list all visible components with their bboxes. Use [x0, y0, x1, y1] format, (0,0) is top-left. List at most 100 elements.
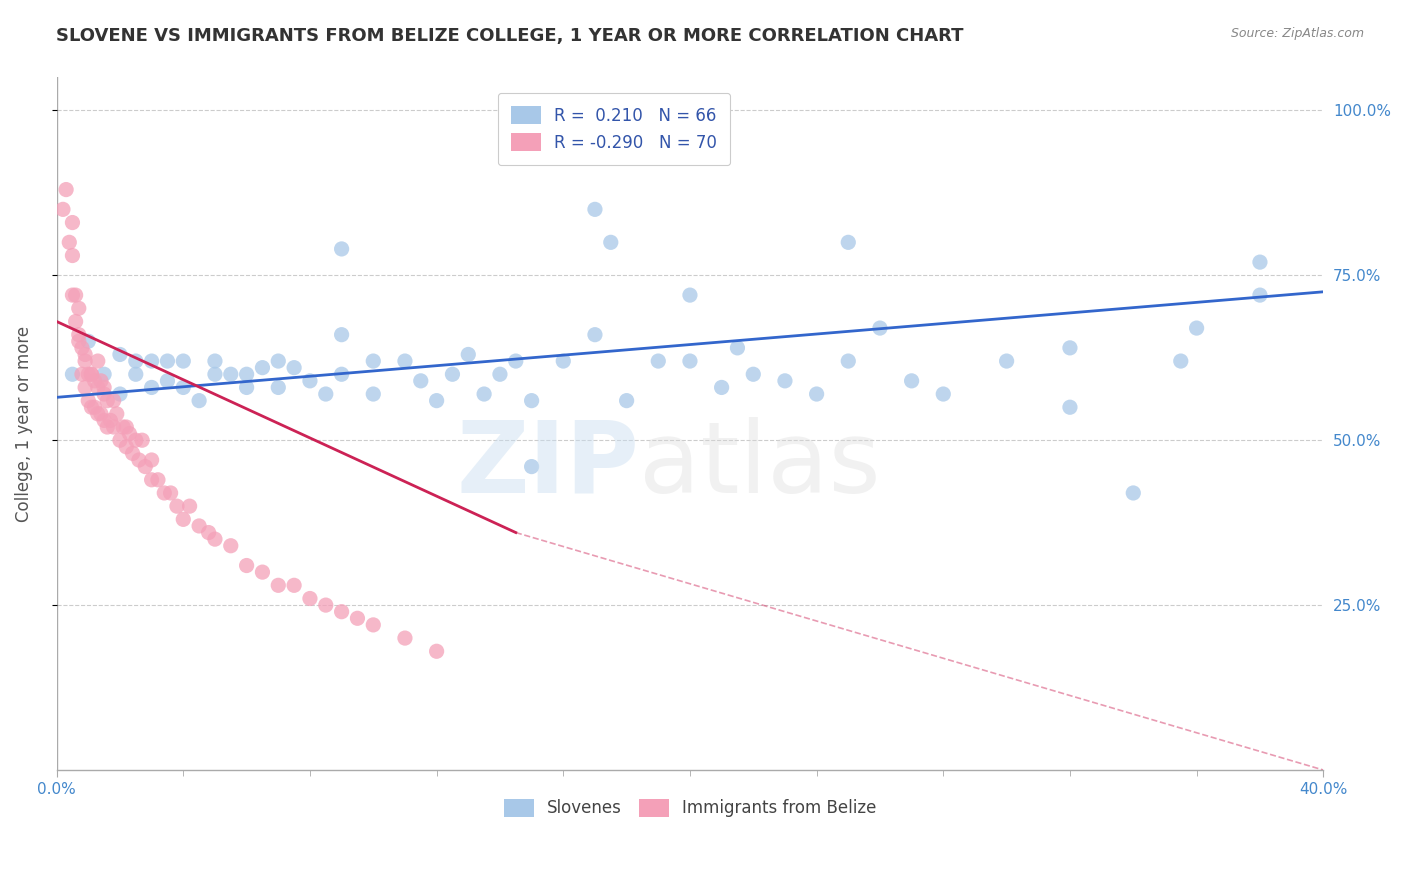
- Y-axis label: College, 1 year or more: College, 1 year or more: [15, 326, 32, 522]
- Point: [472, 387, 495, 401]
- Point: [103, 420, 125, 434]
- Point: [298, 374, 321, 388]
- Point: [361, 387, 384, 401]
- Point: [1059, 401, 1081, 415]
- Point: [647, 354, 669, 368]
- Point: [65, 314, 87, 328]
- Point: [267, 380, 290, 394]
- Point: [219, 539, 242, 553]
- Point: [128, 453, 150, 467]
- Point: [188, 519, 211, 533]
- Point: [93, 368, 115, 382]
- Point: [93, 387, 115, 401]
- Point: [710, 380, 733, 394]
- Point: [505, 354, 527, 368]
- Point: [1122, 486, 1144, 500]
- Point: [141, 453, 163, 467]
- Point: [219, 368, 242, 382]
- Point: [188, 393, 211, 408]
- Point: [108, 347, 131, 361]
- Point: [67, 301, 90, 316]
- Point: [283, 360, 305, 375]
- Point: [93, 413, 115, 427]
- Point: [70, 341, 93, 355]
- Point: [235, 558, 257, 573]
- Point: [125, 434, 148, 448]
- Point: [457, 347, 479, 361]
- Point: [330, 605, 353, 619]
- Point: [599, 235, 621, 250]
- Point: [118, 426, 141, 441]
- Point: [125, 368, 148, 382]
- Point: [131, 434, 153, 448]
- Point: [77, 368, 100, 382]
- Point: [67, 327, 90, 342]
- Point: [172, 512, 194, 526]
- Point: [426, 644, 449, 658]
- Point: [87, 380, 110, 394]
- Point: [62, 288, 84, 302]
- Point: [315, 387, 337, 401]
- Point: [141, 354, 163, 368]
- Point: [77, 393, 100, 408]
- Point: [520, 459, 543, 474]
- Point: [172, 354, 194, 368]
- Text: SLOVENE VS IMMIGRANTS FROM BELIZE COLLEGE, 1 YEAR OR MORE CORRELATION CHART: SLOVENE VS IMMIGRANTS FROM BELIZE COLLEG…: [56, 27, 963, 45]
- Point: [70, 368, 93, 382]
- Point: [806, 387, 828, 401]
- Point: [679, 354, 702, 368]
- Point: [426, 393, 449, 408]
- Point: [616, 393, 638, 408]
- Point: [679, 288, 702, 302]
- Point: [267, 578, 290, 592]
- Point: [62, 215, 84, 229]
- Point: [235, 380, 257, 394]
- Point: [197, 525, 219, 540]
- Point: [153, 486, 176, 500]
- Point: [773, 374, 796, 388]
- Point: [583, 327, 606, 342]
- Point: [87, 407, 110, 421]
- Point: [156, 374, 179, 388]
- Point: [995, 354, 1018, 368]
- Point: [837, 235, 859, 250]
- Point: [394, 631, 416, 645]
- Point: [932, 387, 955, 401]
- Point: [583, 202, 606, 217]
- Point: [108, 387, 131, 401]
- Point: [1059, 341, 1081, 355]
- Point: [121, 446, 143, 460]
- Point: [179, 499, 201, 513]
- Point: [141, 380, 163, 394]
- Point: [115, 440, 138, 454]
- Point: [346, 611, 368, 625]
- Point: [330, 368, 353, 382]
- Point: [62, 248, 84, 262]
- Point: [298, 591, 321, 606]
- Point: [361, 618, 384, 632]
- Text: Source: ZipAtlas.com: Source: ZipAtlas.com: [1230, 27, 1364, 40]
- Point: [141, 473, 163, 487]
- Point: [330, 242, 353, 256]
- Point: [900, 374, 922, 388]
- Point: [1249, 288, 1271, 302]
- Point: [80, 368, 103, 382]
- Point: [553, 354, 575, 368]
- Point: [108, 434, 131, 448]
- Point: [489, 368, 512, 382]
- Point: [80, 368, 103, 382]
- Point: [330, 327, 353, 342]
- Point: [409, 374, 432, 388]
- Point: [80, 401, 103, 415]
- Legend: Slovenes, Immigrants from Belize: Slovenes, Immigrants from Belize: [496, 792, 883, 824]
- Point: [62, 368, 84, 382]
- Point: [90, 374, 112, 388]
- Point: [1185, 321, 1208, 335]
- Text: ZIP: ZIP: [457, 417, 640, 514]
- Point: [67, 334, 90, 349]
- Point: [204, 368, 226, 382]
- Point: [315, 598, 337, 612]
- Point: [96, 393, 118, 408]
- Point: [1170, 354, 1192, 368]
- Point: [90, 407, 112, 421]
